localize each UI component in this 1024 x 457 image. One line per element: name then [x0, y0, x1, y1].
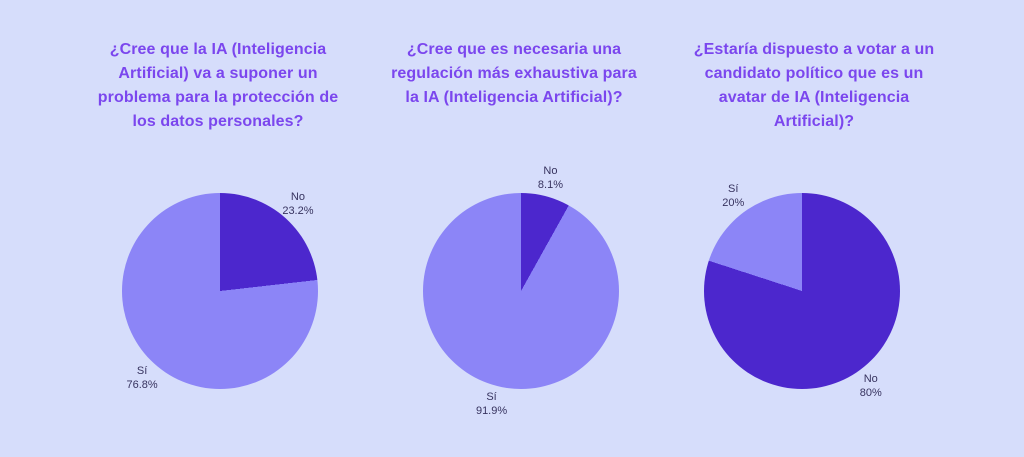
pie [423, 193, 619, 389]
slice-label-name: Sí [486, 391, 497, 404]
slice-label-percent: 20% [722, 197, 745, 210]
slice-label: Sí 20% [722, 182, 744, 210]
slice-label-percent: 23.2% [282, 204, 314, 217]
slice-label-name: No [863, 372, 878, 385]
slice-label: No 23.2% [282, 190, 313, 218]
pie-chart-data-protection: No 23.2% Sí 76.8% [122, 190, 318, 392]
chart-title-ai-candidate: ¿Estaría dispuesto a votar a un candidat… [693, 41, 935, 130]
chart-title-regulation: ¿Cree que es necesaria una regulación má… [391, 41, 637, 106]
slice-label: No 8.1% [538, 164, 563, 192]
pie-chart-ai-candidate: No 80% Sí 20% [704, 183, 900, 399]
slice-label-name: Sí [728, 183, 739, 196]
slice-label: Sí 91.9% [476, 390, 507, 418]
slice-label-percent: 91.9% [475, 405, 508, 418]
chart-title-data-protection: ¿Cree que la IA (Inteligencia Artificial… [97, 41, 339, 130]
pie [122, 193, 318, 389]
pie [704, 193, 900, 389]
pie-chart-regulation: No 8.1% Sí 91.9% [423, 165, 619, 417]
slice-label: Sí 76.8% [126, 364, 157, 392]
slice-label: No 80% [860, 372, 882, 400]
slice-label-percent: 76.8% [126, 379, 158, 392]
slice-label-name: No [543, 164, 558, 177]
slice-label-name: No [290, 190, 305, 203]
slice-label-percent: 80% [859, 386, 882, 399]
slice-label-percent: 8.1% [537, 178, 563, 191]
slice-label-name: Sí [136, 365, 148, 378]
